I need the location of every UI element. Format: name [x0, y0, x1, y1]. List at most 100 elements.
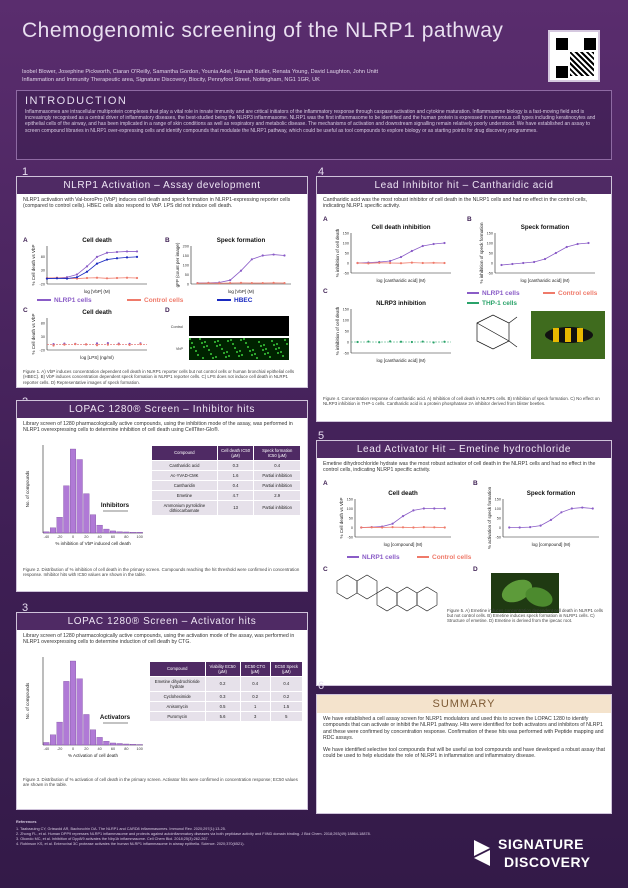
section-3-number: 3	[22, 602, 29, 614]
y-axis-label: % activation of speck formation	[487, 486, 492, 549]
y-tick-label: -50	[344, 351, 350, 355]
data-point	[422, 525, 425, 528]
speck-dot	[212, 357, 214, 359]
hit-label: Activators	[100, 714, 131, 721]
data-point	[565, 245, 568, 248]
data-point	[410, 249, 413, 252]
speck-dot	[249, 350, 251, 352]
table-cell: 3	[239, 710, 271, 722]
table-cell: 0.2	[204, 675, 241, 692]
speck-dot	[223, 352, 225, 354]
legend-label: NLRP1 cells	[362, 554, 400, 561]
table-header-row: Compound Cell death IC50 (µM) Speck format…	[151, 444, 301, 461]
histogram-bar	[83, 493, 90, 533]
section-3-text: Library screen of 1280 pharmacologically…	[23, 633, 295, 646]
data-point	[106, 341, 109, 345]
panel-label-a: A	[323, 480, 328, 487]
data-point	[549, 518, 553, 521]
data-point	[391, 522, 394, 525]
data-point	[421, 244, 424, 247]
data-point	[250, 258, 253, 261]
x-tick-label: 20	[84, 535, 88, 539]
data-point	[389, 259, 392, 262]
x-tick-label: 60	[111, 747, 115, 751]
data-point	[105, 251, 109, 254]
table-row: Cantharidin 0.4 Partial inhibition	[151, 479, 301, 491]
data-point	[63, 343, 66, 346]
speck-dot	[254, 353, 256, 355]
section-2-heading: LOPAC 1280® Screen – Inhibitor hits	[17, 401, 307, 418]
histogram-bar	[70, 448, 76, 533]
data-point	[581, 506, 584, 509]
series-line	[357, 242, 445, 263]
section-1: NLRP1 Activation – Assay development NLR…	[16, 176, 308, 388]
table-row: Emetine dihydrochloride hydrate 0.2 0.4 0.4	[149, 675, 304, 692]
x-axis-label: % inhibition of VbP induced cell death	[55, 541, 131, 546]
data-point	[401, 525, 405, 529]
table-cell: 0.4	[253, 459, 301, 471]
speck-dot	[208, 349, 210, 351]
speck-dot	[267, 352, 269, 354]
data-point	[378, 261, 381, 264]
emetine-structure	[336, 574, 438, 611]
data-point	[283, 254, 286, 257]
y-tick-label: 150	[347, 497, 353, 501]
y-tick-label: 100	[487, 241, 493, 245]
micro-label-control: Control	[171, 325, 183, 329]
poster-title: Chemogenomic screening of the NLRP1 path…	[22, 19, 504, 42]
speck-dot	[241, 354, 243, 356]
speck-dot	[227, 340, 229, 342]
histogram-bar	[103, 740, 110, 745]
chart-title: NLRP3 inhibition	[376, 300, 426, 307]
panel-label-b: B	[467, 216, 472, 223]
table-cell: 1.5	[269, 700, 304, 712]
y-tick-label: 50	[185, 273, 189, 277]
section-2-text: Library screen of 1280 pharmacologically…	[23, 421, 293, 434]
section-3: LOPAC 1280® Screen – Activator hits Libr…	[16, 612, 308, 810]
table-cell: 1.6	[216, 469, 255, 481]
histogram: -40 -20 0 20 40 60 80 100 % Activation of cell d…	[25, 656, 143, 758]
data-point	[85, 265, 89, 268]
x-axis-label: log [compound] (M)	[532, 542, 571, 547]
reference-3: 3. Okondo MC, et al. Inhibition of Dpp8/…	[16, 837, 209, 841]
x-axis-label: log [VbP] (M)	[84, 289, 111, 294]
data-point	[95, 276, 99, 279]
x-tick-label: 60	[111, 535, 115, 539]
section-4-text: Cantharidic acid was the most robust inh…	[323, 197, 588, 210]
table-cell: Anisomycin	[149, 700, 206, 712]
x-tick-label: 20	[84, 747, 88, 751]
y-tick-label: 0	[187, 282, 189, 286]
y-tick-label: 50	[345, 251, 349, 255]
histogram-bar	[43, 531, 50, 533]
legend-label: Control cells	[432, 554, 472, 561]
speck-dot	[276, 343, 278, 345]
y-tick-label: 50	[345, 329, 349, 333]
y-tick-label: 150	[343, 231, 349, 235]
intro-text: Inflammasomes are intracellular multipro…	[25, 109, 596, 134]
data-point	[433, 506, 436, 510]
data-point	[105, 258, 109, 261]
x-tick-label: 40	[98, 747, 102, 751]
histogram-bar	[130, 743, 136, 745]
data-point	[412, 508, 415, 512]
histogram-activators: -40 -20 0 20 40 60 80 100 % Activation of cell d…	[25, 656, 143, 758]
data-point	[511, 262, 514, 265]
section-4-caption: Figure 4. Concentration response of cant…	[323, 395, 600, 406]
histogram-bar	[103, 528, 110, 533]
data-point	[500, 263, 503, 266]
column-header: Compound	[149, 660, 206, 677]
ring	[416, 586, 438, 611]
y-axis-label: % Cell death vs VbP	[31, 313, 36, 354]
micro-label-vbp: VbP	[176, 347, 184, 351]
speck-dot	[265, 348, 267, 350]
histogram-bar	[136, 531, 143, 533]
table-cell: Puromycin	[149, 710, 206, 722]
x-axis-label: log [cantharidic acid] (M)	[376, 278, 426, 283]
section-5-number: 5	[318, 430, 325, 442]
data-point	[410, 261, 413, 264]
panel-label-c: C	[23, 307, 28, 314]
speck-dot	[221, 348, 223, 350]
section-5-heading: Lead Activator Hit – Emetine hydrochlori…	[317, 441, 611, 458]
x-tick-label: 80	[124, 535, 128, 539]
reference-1: 1. Taabazuing CY, Griswold AR, Bachovchi…	[16, 827, 226, 831]
